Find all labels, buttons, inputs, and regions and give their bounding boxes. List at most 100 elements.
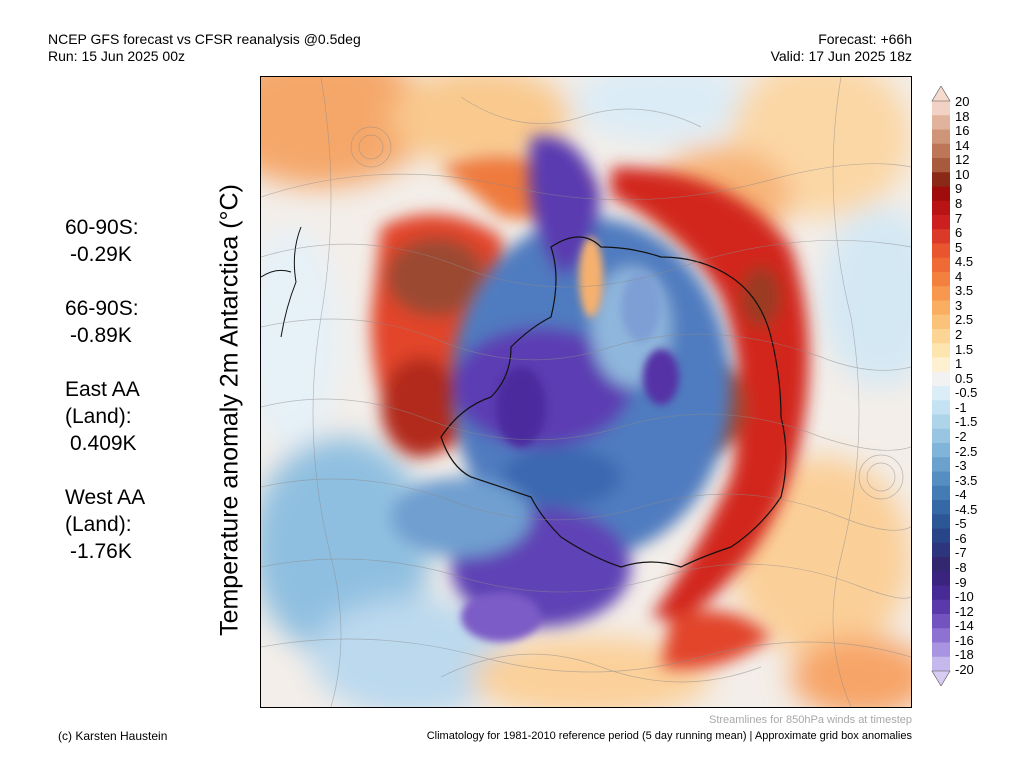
map-title: NCEP GFS forecast vs CFSR reanalysis @0.… — [48, 31, 361, 47]
colorbar-tick-label: 3.5 — [955, 283, 974, 299]
antarctica-coastline — [440, 236, 787, 568]
colorbar-tick-label: -16 — [955, 632, 974, 648]
stat-value: -0.29K — [70, 243, 132, 266]
colorbar-tick-label: -3.5 — [955, 472, 978, 488]
colorbar-tick-label: -10 — [955, 589, 974, 605]
colorbar-tick-label: -20 — [955, 662, 974, 677]
stat-east-aa: East AA (Land): 0.409K — [65, 376, 145, 457]
colorbar-tick-label: -0.5 — [955, 385, 978, 401]
colorbar-cell — [932, 528, 950, 544]
colorbar-cell — [932, 357, 950, 373]
stat-label: 60-90S: — [65, 216, 139, 239]
colorbar-cell — [932, 129, 950, 145]
colorbar-cell — [932, 186, 950, 202]
local-anomaly-detail — [461, 237, 679, 642]
stat-value: 0.409K — [70, 432, 137, 455]
colorbar-tick-label: -1 — [955, 399, 967, 415]
header-right: Forecast: +66h Valid: 17 Jun 2025 18z — [771, 31, 912, 65]
stat-60-90s: 60-90S: -0.29K — [65, 214, 145, 268]
valid-time: Valid: 17 Jun 2025 18z — [770, 48, 912, 64]
colorbar-tick-label: 0.5 — [955, 370, 974, 386]
colorbar-cell — [932, 229, 950, 244]
colorbar-tick-label: 4.5 — [955, 254, 974, 270]
anomaly-map — [260, 76, 912, 708]
colorbar-tick-label: 20 — [955, 94, 970, 109]
colorbar-tick-label: 5 — [955, 239, 963, 255]
colorbar-cell — [932, 172, 950, 187]
colorbar-tick-label: -14 — [955, 618, 974, 634]
colorbar-cell — [932, 343, 950, 358]
colorbar-tick-label: -3 — [955, 458, 967, 474]
colorbar-tick-label: 1 — [955, 356, 963, 372]
climatology-note: Climatology for 1981-2010 reference peri… — [426, 730, 912, 742]
colorbar-cell — [932, 428, 950, 444]
colorbar — [931, 86, 951, 686]
colorbar-tick-label: 9 — [955, 181, 963, 197]
colorbar-tick-label: 2 — [955, 327, 963, 343]
colorbar-tick-label: 3 — [955, 297, 963, 313]
colorbar-tick-label: 7 — [955, 210, 963, 226]
colorbar-tick-label: -1.5 — [955, 414, 978, 430]
colorbar-cells — [932, 101, 950, 672]
colorbar-labels: 20 18 16 14 12 10 9 8 7 6 5 4.5 4 3.5 3 2.5 2 1.5 1 0.5 -0.5… — [955, 86, 1015, 686]
map-canvas — [261, 77, 911, 707]
stat-66-90s: 66-90S: -0.89K — [65, 295, 145, 349]
colorbar-tick-label: -2 — [955, 428, 967, 444]
colorbar-cell — [932, 585, 950, 601]
run-time: Run: 15 Jun 2025 00z — [48, 48, 185, 64]
stat-label: East AA (Land): — [65, 378, 140, 428]
stat-label: 66-90S: — [65, 297, 139, 320]
regional-stats: 60-90S: -0.29K 66-90S: -0.89K East AA (L… — [65, 214, 145, 592]
colorbar-cell — [932, 471, 950, 487]
colorbar-cell — [932, 514, 950, 529]
colorbar-cell — [932, 386, 950, 401]
colorbar-cell — [932, 628, 950, 643]
colorbar-tick-label: 10 — [955, 166, 970, 182]
colorbar-tick-label: -2.5 — [955, 443, 978, 459]
colorbar-tick-label: -9 — [955, 574, 967, 590]
colorbar-cell — [932, 500, 950, 515]
colorbar-cell — [932, 243, 950, 259]
colorbar-tick-label: -4.5 — [955, 501, 978, 517]
colorbar-cell — [932, 557, 950, 572]
colorbar-cell — [932, 414, 950, 430]
colorbar-tick-label: 18 — [955, 108, 970, 124]
colorbar-cell — [932, 614, 950, 629]
wind-streamlines — [261, 77, 911, 707]
colorbar-tick-label: 14 — [955, 137, 970, 153]
header-left: NCEP GFS forecast vs CFSR reanalysis @0.… — [48, 31, 361, 65]
colorbar-tick-label: 16 — [955, 123, 970, 139]
colorbar-tick-label: 12 — [955, 152, 970, 168]
colorbar-tick-label: -4 — [955, 487, 967, 503]
colorbar-cell — [932, 443, 950, 458]
colorbar-cell — [932, 571, 950, 586]
colorbar-tick-label: 1.5 — [955, 341, 974, 357]
south-america-coastline — [261, 226, 302, 338]
colorbar-tick-label: -5 — [955, 516, 967, 532]
colorbar-cell — [932, 143, 950, 159]
colorbar-tick-label: 8 — [955, 195, 963, 211]
stat-value: -1.76K — [70, 540, 132, 563]
colorbar-cell — [932, 599, 950, 615]
colorbar-min-arrow — [931, 670, 951, 686]
colorbar-cell — [932, 457, 950, 472]
colorbar-cell — [932, 215, 950, 230]
streamline-note: Streamlines for 850hPa winds at timestep — [709, 714, 912, 726]
stat-value: -0.89K — [70, 324, 132, 347]
colorbar-cell — [932, 272, 950, 287]
forecast-hour: Forecast: +66h — [818, 31, 912, 47]
colorbar-cell — [932, 371, 950, 387]
colorbar-max-arrow — [931, 86, 951, 102]
colorbar-cell — [932, 642, 950, 658]
colorbar-cell — [932, 542, 950, 558]
colorbar-tick-label: 4 — [955, 268, 963, 284]
axis-title: Temperature anomaly 2m Antarctica (°C) — [215, 184, 244, 636]
colorbar-cell — [932, 257, 950, 273]
colorbar-tick-label: 2.5 — [955, 312, 974, 328]
colorbar-cell — [932, 400, 950, 415]
colorbar-cell — [932, 300, 950, 316]
colorbar-cell — [932, 656, 950, 672]
colorbar-tick-label: -7 — [955, 545, 967, 561]
colorbar-cell — [932, 115, 950, 130]
colorbar-tick-label: -6 — [955, 530, 967, 546]
